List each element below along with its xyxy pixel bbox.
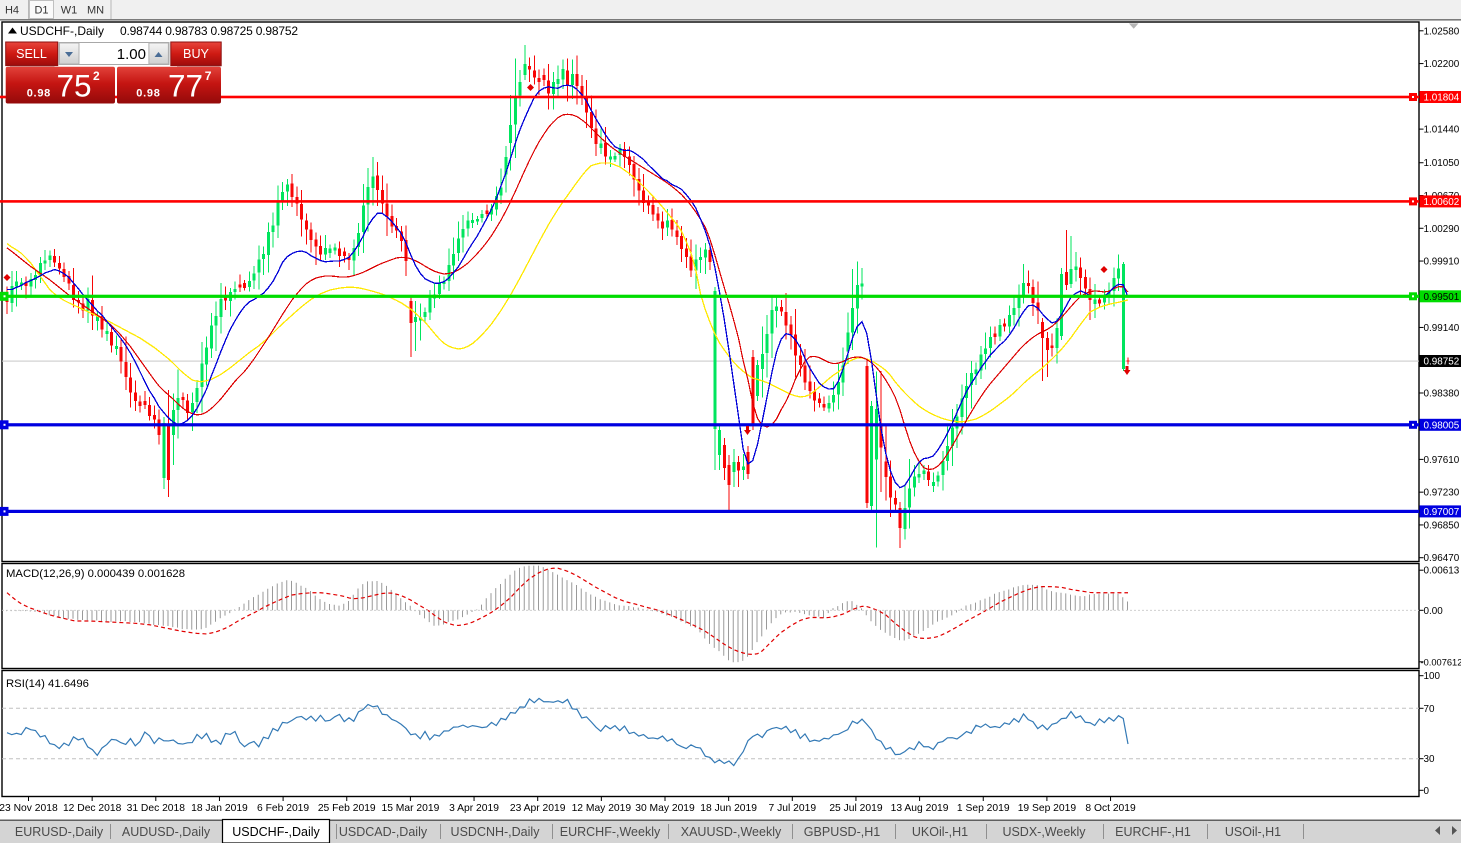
svg-text:EURCHF-,Weekly: EURCHF-,Weekly xyxy=(560,825,661,839)
svg-text:USDCHF-,Daily: USDCHF-,Daily xyxy=(232,825,320,839)
svg-text:2: 2 xyxy=(93,69,100,83)
svg-text:18 Jun 2019: 18 Jun 2019 xyxy=(700,803,757,814)
svg-text:MACD(12,26,9) 0.000439 0.00162: MACD(12,26,9) 0.000439 0.001628 xyxy=(6,568,185,580)
svg-text:23 Apr 2019: 23 Apr 2019 xyxy=(510,803,566,814)
svg-text:1.02200: 1.02200 xyxy=(1424,59,1460,70)
svg-text:BUY: BUY xyxy=(183,47,209,61)
svg-text:70: 70 xyxy=(1424,704,1435,715)
svg-text:0.99140: 0.99140 xyxy=(1424,323,1460,334)
svg-text:100: 100 xyxy=(1424,671,1441,682)
svg-text:0.00613: 0.00613 xyxy=(1424,566,1460,577)
svg-text:31 Dec 2018: 31 Dec 2018 xyxy=(127,803,186,814)
svg-text:GBPUSD-,H1: GBPUSD-,H1 xyxy=(804,825,880,839)
svg-text:1 Sep 2019: 1 Sep 2019 xyxy=(957,803,1010,814)
svg-text:1.02580: 1.02580 xyxy=(1424,26,1460,37)
svg-text:UKOil-,H1: UKOil-,H1 xyxy=(912,825,968,839)
svg-text:RSI(14) 41.6496: RSI(14) 41.6496 xyxy=(6,678,89,690)
svg-text:0.99501: 0.99501 xyxy=(1424,292,1460,303)
svg-text:0.96470: 0.96470 xyxy=(1424,553,1460,564)
svg-text:0.98744 0.98783 0.98725 0.9875: 0.98744 0.98783 0.98725 0.98752 xyxy=(120,24,298,38)
svg-text:USDX-,Weekly: USDX-,Weekly xyxy=(1002,825,1086,839)
svg-text:1.01804: 1.01804 xyxy=(1424,93,1460,104)
svg-text:USDCNH-,Daily: USDCNH-,Daily xyxy=(451,825,541,839)
svg-text:USOil-,H1: USOil-,H1 xyxy=(1225,825,1281,839)
svg-text:0.97007: 0.97007 xyxy=(1424,507,1460,518)
svg-text:EURCHF-,H1: EURCHF-,H1 xyxy=(1115,825,1191,839)
svg-text:8 Oct 2019: 8 Oct 2019 xyxy=(1085,803,1136,814)
svg-text:D1: D1 xyxy=(34,5,48,17)
svg-text:SELL: SELL xyxy=(16,47,47,61)
svg-text:0.96850: 0.96850 xyxy=(1424,520,1460,531)
svg-text:25 Jul 2019: 25 Jul 2019 xyxy=(829,803,883,814)
svg-text:0.97230: 0.97230 xyxy=(1424,488,1460,499)
svg-text:77: 77 xyxy=(168,67,203,103)
svg-text:25 Feb 2019: 25 Feb 2019 xyxy=(318,803,376,814)
svg-text:75: 75 xyxy=(57,67,92,103)
svg-text:19 Sep 2019: 19 Sep 2019 xyxy=(1018,803,1077,814)
svg-text:1.01440: 1.01440 xyxy=(1424,125,1460,136)
svg-text:0.97610: 0.97610 xyxy=(1424,455,1460,466)
svg-text:1.00602: 1.00602 xyxy=(1424,197,1460,208)
svg-text:AUDUSD-,Daily: AUDUSD-,Daily xyxy=(122,825,211,839)
svg-text:23 Nov 2018: 23 Nov 2018 xyxy=(0,803,58,814)
svg-text:1.01050: 1.01050 xyxy=(1424,158,1460,169)
svg-text:18 Jan 2019: 18 Jan 2019 xyxy=(191,803,248,814)
svg-text:30 May 2019: 30 May 2019 xyxy=(635,803,695,814)
svg-text:EURUSD-,Daily: EURUSD-,Daily xyxy=(15,825,104,839)
svg-text:H4: H4 xyxy=(5,5,19,17)
svg-text:0.98752: 0.98752 xyxy=(1424,357,1460,368)
svg-text:6 Feb 2019: 6 Feb 2019 xyxy=(257,803,309,814)
svg-text:USDCHF-,Daily: USDCHF-,Daily xyxy=(20,24,104,38)
svg-text:XAUUSD-,Weekly: XAUUSD-,Weekly xyxy=(681,825,782,839)
svg-text:12 Dec 2018: 12 Dec 2018 xyxy=(63,803,122,814)
svg-text:7 Jul 2019: 7 Jul 2019 xyxy=(769,803,817,814)
svg-text:-0.007612: -0.007612 xyxy=(1421,657,1461,667)
svg-text:0.98: 0.98 xyxy=(27,87,51,99)
svg-text:USDCAD-,Daily: USDCAD-,Daily xyxy=(339,825,428,839)
svg-text:0.98005: 0.98005 xyxy=(1424,420,1460,431)
svg-text:W1: W1 xyxy=(61,5,78,17)
svg-text:1.00: 1.00 xyxy=(117,46,146,63)
svg-text:30: 30 xyxy=(1424,754,1435,765)
svg-text:7: 7 xyxy=(205,69,212,83)
svg-text:0.98380: 0.98380 xyxy=(1424,388,1460,399)
svg-text:0: 0 xyxy=(1424,786,1430,797)
svg-text:13 Aug 2019: 13 Aug 2019 xyxy=(891,803,949,814)
svg-text:3 Apr 2019: 3 Apr 2019 xyxy=(449,803,499,814)
svg-text:12 May 2019: 12 May 2019 xyxy=(572,803,632,814)
svg-text:0.99910: 0.99910 xyxy=(1424,257,1460,268)
svg-text:MN: MN xyxy=(87,5,104,17)
svg-text:0.98: 0.98 xyxy=(136,87,160,99)
svg-text:1.00290: 1.00290 xyxy=(1424,224,1460,235)
svg-text:15 Mar 2019: 15 Mar 2019 xyxy=(381,803,439,814)
svg-text:0.00: 0.00 xyxy=(1424,606,1444,617)
